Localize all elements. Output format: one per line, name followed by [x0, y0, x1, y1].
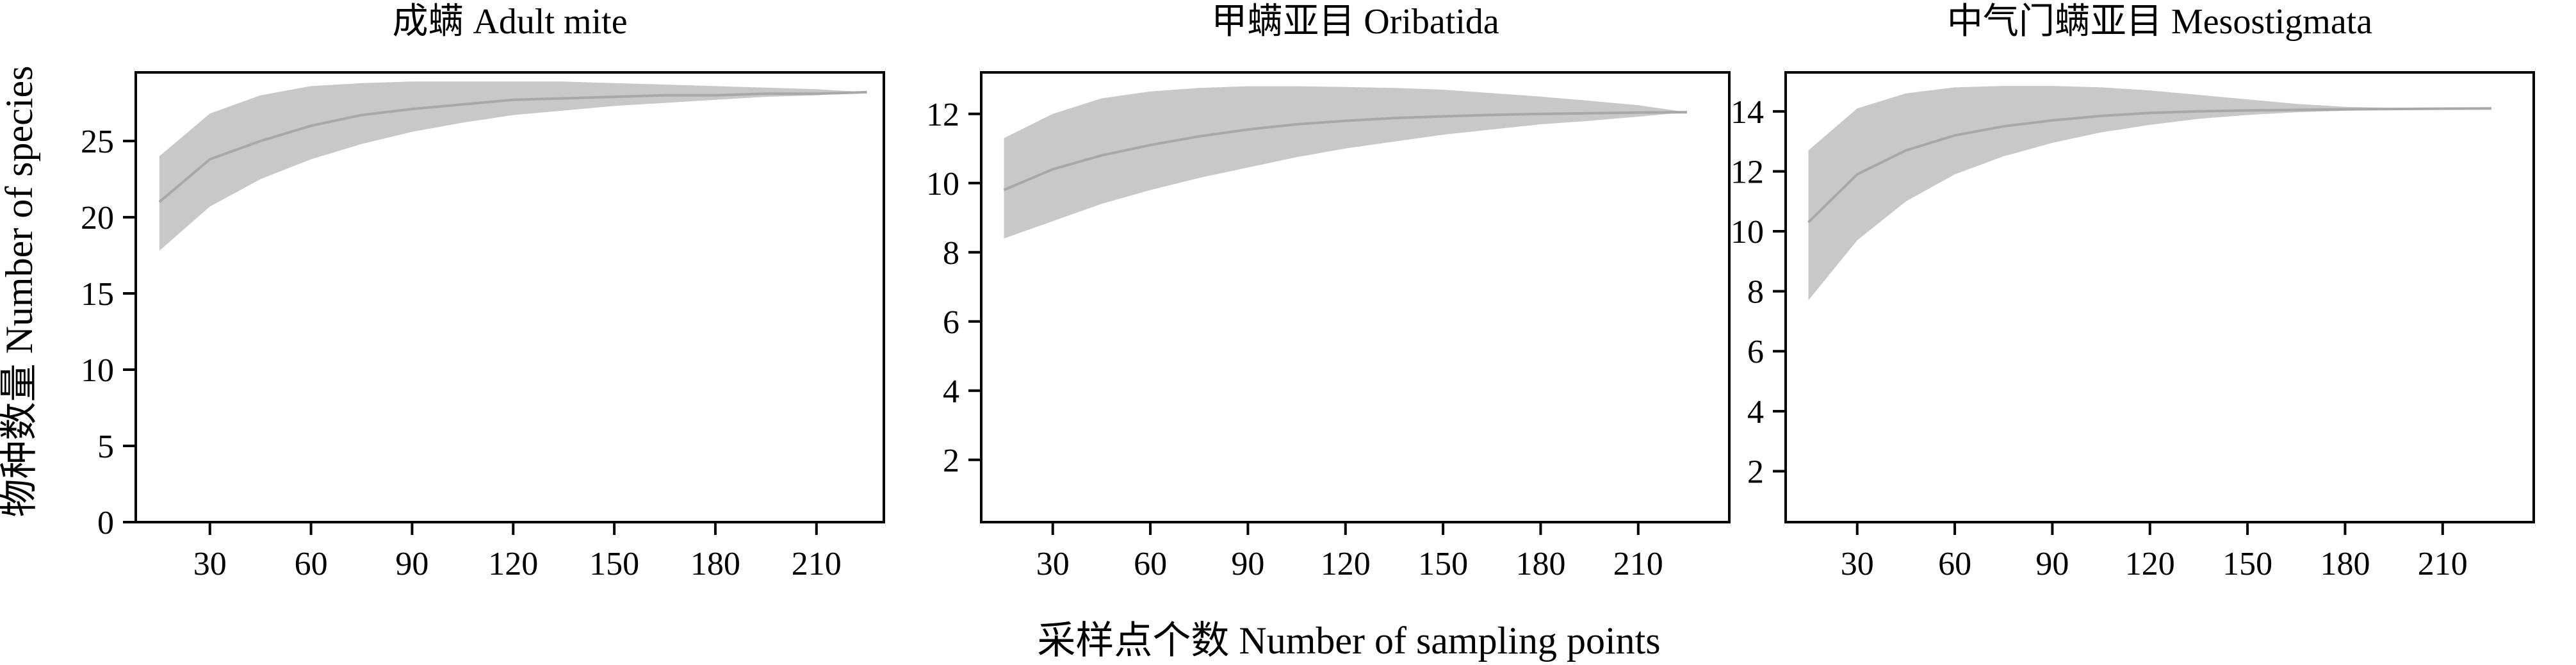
x-tick-label: 150 — [589, 546, 639, 582]
y-tick-label: 6 — [1747, 334, 1764, 370]
panel-1: 30 60 90 120 150 180 210 0 5 10 15 20 25 成螨 Adult mit… — [81, 2, 885, 582]
x-tick-label: 30 — [1841, 546, 1874, 582]
y-tick-label: 12 — [1731, 154, 1764, 190]
plot-frame — [980, 71, 1731, 523]
y-tick-label: 20 — [81, 200, 114, 236]
y-tick-label: 2 — [1747, 454, 1764, 490]
x-tick-label: 90 — [395, 546, 428, 582]
x-tick-label: 210 — [792, 546, 842, 582]
confidence-band — [1808, 86, 2491, 300]
y-tick-label: 10 — [81, 352, 114, 389]
y-tick-label: 10 — [1731, 214, 1764, 250]
x-tick-label: 120 — [488, 546, 538, 582]
y-tick-label: 14 — [1731, 94, 1764, 131]
x-tick-label: 180 — [2320, 546, 2370, 582]
y-tick-label: 4 — [943, 374, 959, 410]
y-tick-label: 2 — [943, 443, 959, 479]
mean-curve — [1807, 107, 2492, 224]
panel-title: 甲螨亚目 Oribatida — [1211, 2, 1499, 42]
panel-3: 30 60 90 120 150 180 210 2 4 6 8 10 12 14 中气门螨亚目 Mesos… — [1731, 2, 2535, 582]
x-tick-label: 30 — [1036, 546, 1070, 582]
x-tick-label: 120 — [2125, 546, 2175, 582]
x-tick-label: 120 — [1321, 546, 1371, 582]
y-tick-label: 15 — [81, 276, 114, 313]
x-tick-label: 180 — [690, 546, 740, 582]
confidence-band — [1004, 86, 1687, 239]
confidence-band — [159, 81, 867, 251]
x-tick-label: 210 — [1613, 546, 1663, 582]
y-tick-label: 10 — [926, 166, 959, 202]
y-tick-label: 0 — [97, 505, 114, 541]
x-tick-label: 60 — [1938, 546, 1971, 582]
y-tick-label: 6 — [943, 304, 959, 341]
x-tick-label: 210 — [2418, 546, 2468, 582]
x-tick-label: 60 — [295, 546, 328, 582]
mean-curve — [1003, 111, 1688, 192]
plot-frame — [1784, 71, 2535, 523]
plot-frame — [135, 71, 885, 523]
x-axis-label: 采样点个数 Number of sampling points — [1037, 620, 1660, 662]
x-tick-label: 60 — [1134, 546, 1167, 582]
x-tick-label: 150 — [2222, 546, 2272, 582]
x-tick-label: 90 — [1231, 546, 1264, 582]
panel-title: 中气门螨亚目 Mesostigmata — [1947, 2, 2372, 42]
y-tick-label: 5 — [97, 429, 114, 465]
x-tick-label: 30 — [193, 546, 227, 582]
y-tick-label: 25 — [81, 124, 114, 160]
y-tick-label: 12 — [926, 97, 959, 133]
x-tick-label: 150 — [1418, 546, 1468, 582]
y-tick-label: 8 — [1747, 274, 1764, 311]
y-axis-label: 物种数量 Number of species — [0, 66, 40, 518]
x-tick-label: 90 — [2035, 546, 2069, 582]
mean-curve — [158, 90, 867, 203]
y-tick-label: 8 — [943, 235, 959, 272]
x-tick-label: 180 — [1515, 546, 1565, 582]
panel-2: 30 60 90 120 150 180 210 2 4 6 8 10 12 甲螨亚目 Oribatida — [926, 2, 1731, 582]
y-tick-label: 4 — [1747, 394, 1764, 431]
panel-title: 成螨 Adult mite — [392, 2, 627, 42]
